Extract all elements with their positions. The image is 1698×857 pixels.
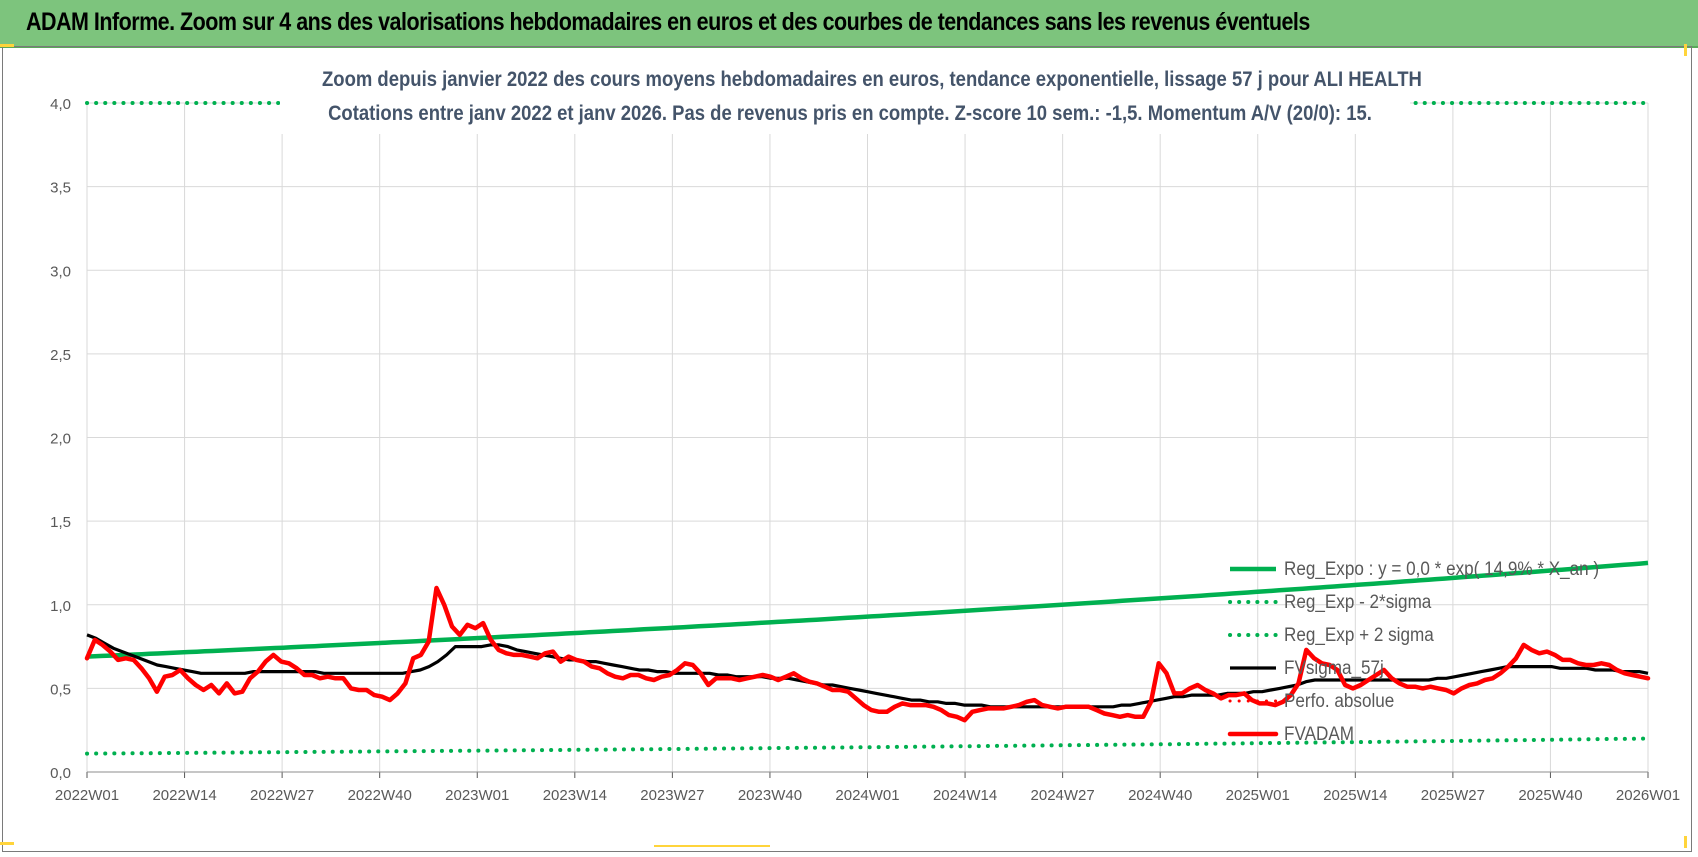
chart-title-background bbox=[280, 64, 1410, 134]
x-tick-label: 2025W27 bbox=[1421, 787, 1485, 804]
y-tick-label: 2,5 bbox=[50, 347, 71, 364]
corner-mark bbox=[1684, 836, 1687, 848]
series-line-3 bbox=[86, 633, 1649, 709]
axis-labels: 0,0 0,5 1,0 1,5 2,0 2,5 3,0 3,5 4,0 2022W01 2022W1… bbox=[50, 96, 1680, 804]
corner-mark bbox=[0, 842, 14, 845]
x-tick-label: 2022W40 bbox=[348, 787, 412, 804]
corner-mark bbox=[0, 44, 14, 47]
y-tick-label: 1,0 bbox=[50, 598, 71, 615]
legend-label-reg-expo: Reg_Expo : y = 0,0 * exp( 14,9% * X_an ) bbox=[1284, 559, 1600, 580]
series-line-1 bbox=[85, 736, 1650, 756]
y-tick-label: 0,5 bbox=[50, 681, 71, 698]
y-tick-label: 3,0 bbox=[50, 263, 71, 280]
x-tick-label: 2025W01 bbox=[1226, 787, 1290, 804]
chart-title-line-1: Zoom depuis janvier 2022 des cours moyen… bbox=[322, 68, 1422, 91]
x-tick-label: 2023W01 bbox=[445, 787, 509, 804]
x-tick-label: 2023W14 bbox=[543, 787, 607, 804]
report-title: ADAM Informe. Zoom sur 4 ans des valoris… bbox=[26, 8, 1310, 36]
chart-title-line-2: Cotations entre janv 2022 et janv 2026. … bbox=[328, 102, 1372, 125]
x-tick-label: 2026W01 bbox=[1616, 787, 1680, 804]
x-tick-label: 2024W14 bbox=[933, 787, 997, 804]
grid-lines bbox=[86, 102, 1649, 778]
x-tick-label: 2024W40 bbox=[1128, 787, 1192, 804]
legend-label-fvsigma: FVsigma_57j bbox=[1284, 658, 1384, 679]
x-tick-label: 2022W14 bbox=[152, 787, 216, 804]
report-banner: ADAM Informe. Zoom sur 4 ans des valoris… bbox=[0, 0, 1698, 48]
x-tick-label: 2024W27 bbox=[1031, 787, 1095, 804]
y-tick-label: 2,0 bbox=[50, 431, 71, 448]
legend-label-reg-exp-minus: Reg_Exp - 2*sigma bbox=[1284, 592, 1432, 613]
x-tick-label: 2022W01 bbox=[55, 787, 119, 804]
corner-mark bbox=[1684, 44, 1687, 56]
x-tick-label: 2025W14 bbox=[1323, 787, 1387, 804]
y-tick-label: 3,5 bbox=[50, 180, 71, 197]
x-tick-label: 2025W40 bbox=[1518, 787, 1582, 804]
x-tick-label: 2022W27 bbox=[250, 787, 314, 804]
legend-label-perfo-absolue: Perfo. absolue bbox=[1284, 691, 1395, 712]
corner-mark bbox=[654, 845, 770, 847]
x-tick-label: 2024W01 bbox=[835, 787, 899, 804]
legend-label-reg-exp-plus: Reg_Exp + 2 sigma bbox=[1284, 625, 1434, 646]
y-tick-label: 0,0 bbox=[50, 765, 71, 782]
legend-label-fvadam: FVADAM bbox=[1284, 724, 1354, 745]
y-tick-label: 1,5 bbox=[50, 514, 71, 531]
x-tick-label: 2023W27 bbox=[640, 787, 704, 804]
series-line-5 bbox=[84, 585, 1651, 723]
chart-frame bbox=[2, 46, 1692, 852]
y-tick-label: 4,0 bbox=[50, 96, 71, 113]
series-line-0 bbox=[86, 560, 1649, 659]
x-tick-label: 2023W40 bbox=[738, 787, 802, 804]
legend-lines bbox=[1227, 566, 1279, 737]
